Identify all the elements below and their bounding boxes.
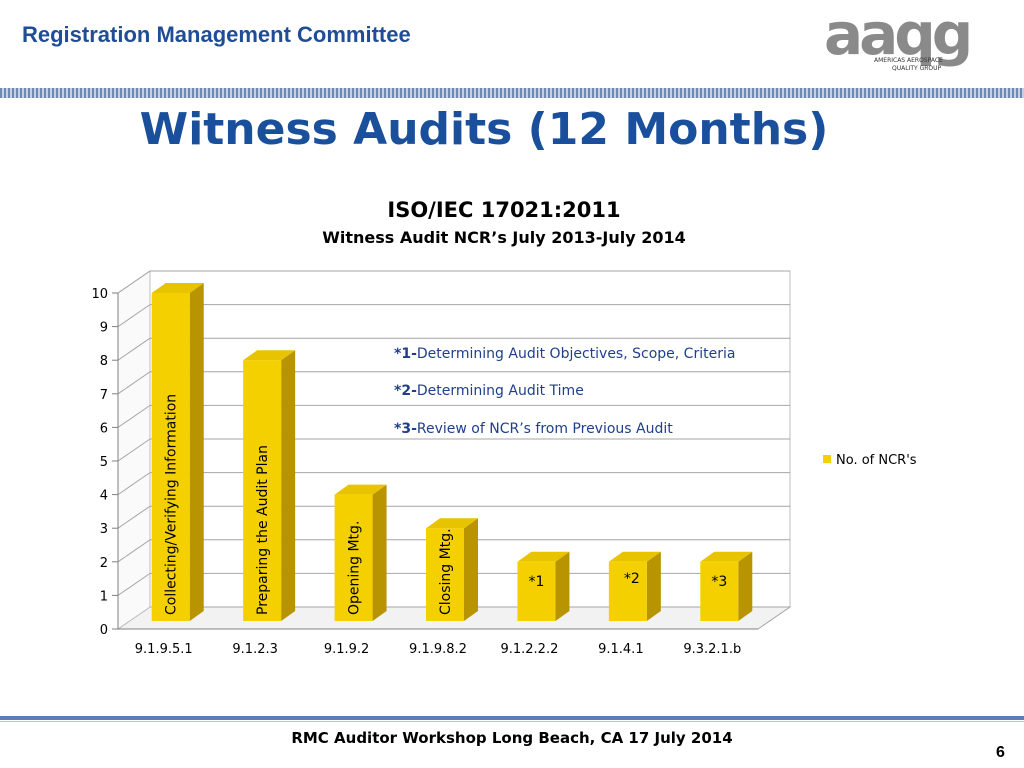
annotation-text: Determining Audit Time — [417, 383, 584, 399]
aaqg-logo: aaqg AMERICAS AEROSPACE QUALITY GROUP — [824, 8, 973, 72]
gridline-diagonal — [117, 337, 151, 361]
chart-subtitle: Witness Audit NCR’s July 2013-July 2014 — [322, 228, 686, 247]
bar-side — [464, 518, 478, 621]
bar — [151, 283, 204, 621]
page-number: 6 — [996, 744, 1005, 761]
bar-side — [189, 283, 204, 621]
bar-side — [738, 551, 753, 621]
annotation: *1-Determining Audit Objectives, Scope, … — [394, 346, 735, 362]
legend-label: No. of NCR's — [836, 453, 917, 468]
bar-top — [608, 551, 661, 562]
y-tick-label: 6 — [100, 421, 108, 436]
gridline-diagonal — [117, 539, 151, 563]
bar-label: Preparing the Audit Plan — [255, 445, 271, 615]
bar-label: Closing Mtg. — [438, 528, 454, 615]
bar-front — [700, 561, 739, 621]
annotation-key: *2- — [394, 383, 417, 399]
gridline-diagonal — [117, 472, 151, 496]
bar-front — [334, 494, 373, 621]
annotation-key: *3- — [394, 421, 417, 437]
x-tick-label: 9.1.9.5.1 — [135, 642, 193, 657]
y-tick-label: 5 — [100, 455, 108, 470]
y-tick-label: 7 — [100, 388, 108, 403]
bar-front — [426, 528, 464, 621]
bar — [334, 484, 387, 621]
gridline-diagonal — [117, 270, 151, 294]
x-tick-label: 9.1.9.2 — [324, 642, 369, 657]
bar-front — [517, 561, 556, 621]
bar-top — [151, 283, 204, 293]
legend-swatch — [823, 455, 831, 463]
annotation: *2-Determining Audit Time — [394, 383, 584, 399]
bar-label: *3 — [711, 574, 727, 590]
bar-front — [243, 360, 282, 621]
footer-divider-thin — [0, 721, 1024, 722]
gridline-diagonal — [117, 304, 151, 328]
y-tick-label: 10 — [91, 287, 108, 302]
chart-title: ISO/IEC 17021:2011 — [387, 198, 621, 222]
logo-caption-2: QUALITY GROUP — [892, 65, 942, 72]
logo-caption-1: AMERICAS AEROSPACE — [874, 57, 943, 64]
bar-front — [608, 561, 647, 621]
annotation-text: Determining Audit Objectives, Scope, Cri… — [417, 346, 736, 362]
bar — [243, 350, 296, 621]
bar-top — [517, 551, 570, 562]
logo-letters: aaqg — [824, 8, 969, 68]
x-tick-label: 9.1.9.8.2 — [409, 642, 467, 657]
slide-footer: RMC Auditor Workshop Long Beach, CA 17 J… — [291, 729, 733, 747]
committee-name: Registration Management Committee — [22, 22, 411, 47]
bar-top — [243, 350, 296, 361]
annotation-text: Review of NCR’s from Previous Audit — [417, 421, 673, 437]
y-tick-label: 0 — [100, 623, 108, 638]
bar-label: Collecting/Verifying Information — [164, 394, 180, 615]
gridline-diagonal — [117, 371, 151, 395]
bar-side — [646, 551, 661, 621]
y-tick-label: 9 — [100, 321, 108, 336]
x-tick-label: 9.3.2.1.b — [683, 642, 741, 657]
bar-side — [372, 484, 387, 621]
gridline-diagonal — [117, 572, 151, 596]
y-tick-label: 3 — [100, 522, 108, 537]
header-divider — [0, 88, 1024, 98]
bar-label: *1 — [528, 574, 544, 590]
bar-label: *2 — [624, 571, 640, 587]
gridline-diagonal — [117, 438, 151, 462]
y-tick-label: 2 — [100, 556, 108, 571]
bar — [700, 551, 753, 621]
bar — [517, 551, 570, 621]
bar-top — [426, 518, 478, 529]
bar — [426, 518, 478, 621]
bar-front — [151, 293, 190, 621]
bar-label: Opening Mtg. — [347, 521, 363, 615]
annotation: *3-Review of NCR’s from Previous Audit — [394, 421, 673, 437]
x-tick-label: 9.1.2.3 — [232, 642, 277, 657]
x-tick-label: 9.1.4.1 — [598, 642, 643, 657]
bar — [608, 551, 661, 621]
y-tick-label: 1 — [100, 589, 108, 604]
y-tick-label: 4 — [100, 489, 108, 504]
bar-top — [334, 484, 387, 495]
bar-side — [555, 551, 570, 621]
gridline-diagonal — [117, 505, 151, 529]
y-tick-label: 8 — [100, 354, 108, 369]
footer-divider — [0, 716, 1024, 720]
annotation-key: *1- — [394, 346, 417, 362]
slide-title: Witness Audits (12 Months) — [139, 104, 829, 155]
bar-side — [281, 350, 296, 621]
bar-top — [700, 551, 753, 562]
gridline-diagonal — [117, 404, 151, 428]
x-tick-label: 9.1.2.2.2 — [500, 642, 558, 657]
